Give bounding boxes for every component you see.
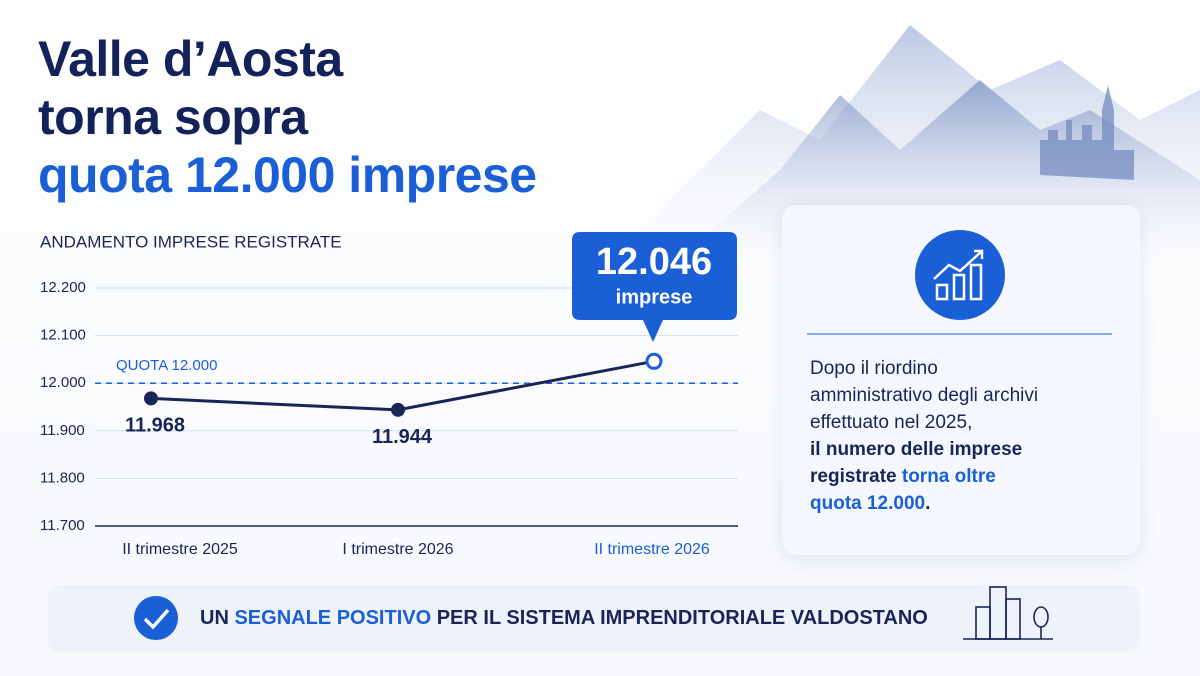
- data-line: [150, 359, 655, 412]
- y-tick-label: 11.700: [40, 517, 85, 534]
- data-label: 12.046: [596, 241, 712, 283]
- card-text-part: Dopo il riordino amministrativo degli ar…: [810, 358, 1039, 433]
- chart-title: ANDAMENTO IMPRESE REGISTRATE: [40, 232, 342, 251]
- title-line: torna sopra: [38, 89, 308, 145]
- y-tick-label: 11.900: [40, 422, 85, 439]
- chart: ANDAMENTO IMPRESE REGISTRATE 11.700 11.80…: [40, 232, 738, 558]
- y-tick-label: 12.100: [40, 327, 86, 344]
- data-label: 11.944: [372, 426, 433, 448]
- data-point: [144, 391, 158, 406]
- reference-label: QUOTA 12.000: [116, 357, 217, 374]
- banner-text: UN SEGNALE POSITIVO PER IL SISTEMA IMPRE…: [200, 607, 928, 630]
- title-line: quota 12.000 imprese: [38, 147, 537, 203]
- card-icon: [807, 230, 1112, 335]
- y-tick-label: 12.200: [40, 279, 86, 296]
- banner-text-part: UN: [200, 607, 235, 629]
- y-tick-label: 11.800: [40, 469, 85, 486]
- banner-icons: [134, 586, 1053, 640]
- card-text-part: torna oltre quota 12.000: [810, 466, 996, 514]
- x-tick-label: I trimestre 2026: [342, 541, 453, 558]
- card-text-part: .: [925, 493, 931, 514]
- banner-text-part: SEGNALE POSITIVO: [234, 607, 432, 629]
- x-tick-label: II trimestre 2026: [594, 541, 710, 558]
- info-card: Dopo il riordino amministrativo degli ar…: [782, 205, 1140, 555]
- title-line: Valle d’Aosta: [38, 31, 343, 87]
- card-text: Dopo il riordino amministrativo degli ar…: [810, 355, 1050, 517]
- card-text-part: il numero delle imprese registrate: [810, 439, 1023, 487]
- callout: [572, 232, 737, 342]
- x-tick-label: II trimestre 2025: [122, 541, 238, 558]
- data-point: [391, 402, 405, 417]
- banner-text-part: PER IL SISTEMA IMPRENDITORIALE VALDOSTAN…: [431, 607, 928, 629]
- y-tick-label: 12.000: [40, 374, 86, 391]
- banner: UN SEGNALE POSITIVO PER IL SISTEMA IMPRE…: [48, 585, 1140, 652]
- data-label: 11.968: [125, 415, 185, 437]
- data-point: [645, 352, 663, 370]
- callout-unit: imprese: [616, 286, 693, 308]
